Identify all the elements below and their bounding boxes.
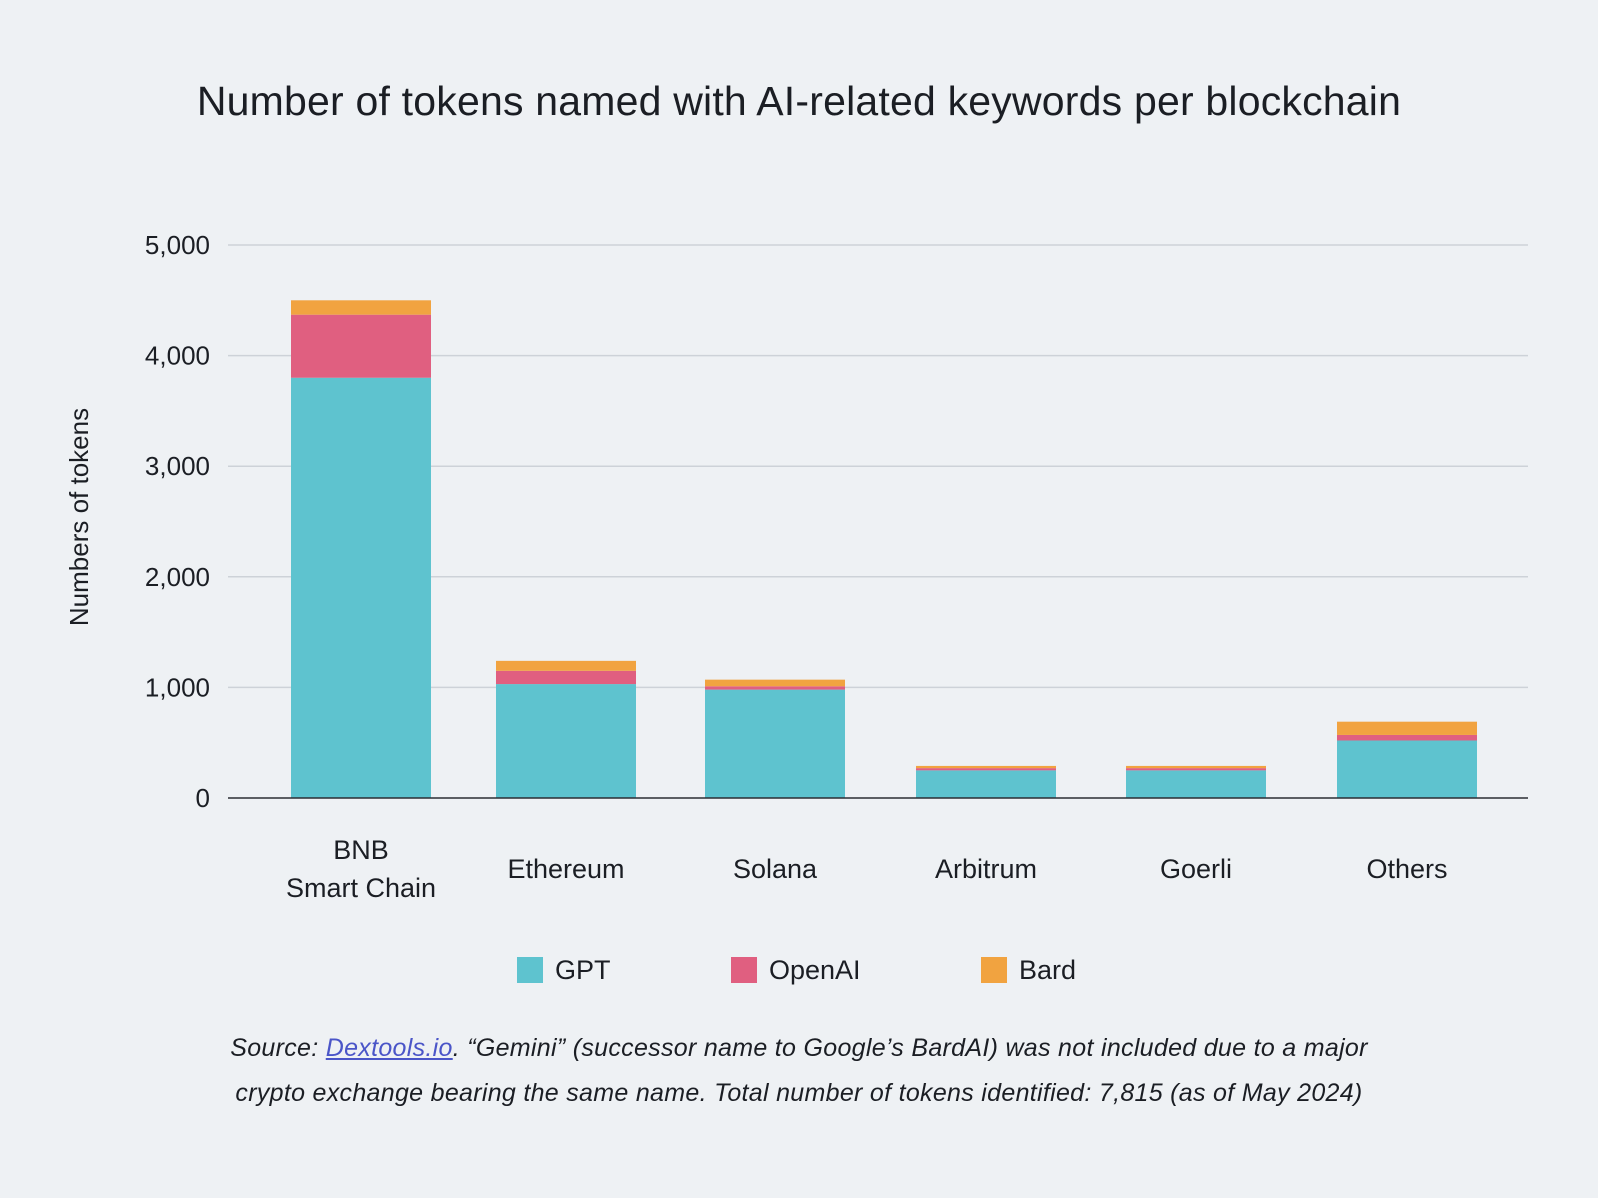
legend-label-bard: Bard bbox=[1019, 954, 1077, 985]
bar-openai-goerli bbox=[1126, 768, 1266, 771]
legend-swatch-openai bbox=[731, 957, 757, 983]
legend-swatch-gpt bbox=[517, 957, 543, 983]
legend-label-gpt: GPT bbox=[555, 954, 611, 985]
source-note: Source: Dextools.io. “Gemini” (successor… bbox=[0, 1026, 1598, 1116]
legend-swatch-bard bbox=[981, 957, 1007, 983]
y-tick-label: 4,000 bbox=[145, 341, 210, 371]
bar-bard-bnb-smart-chain bbox=[291, 300, 431, 315]
bar-openai-arbitrum bbox=[916, 768, 1056, 771]
bar-gpt-arbitrum bbox=[916, 770, 1056, 798]
source-line-1: Source: Dextools.io. “Gemini” (successor… bbox=[0, 1026, 1598, 1071]
bar-bard-goerli bbox=[1126, 765, 1266, 769]
bar-chart: 0 1,000 2,000 3,000 4,000 5,000 BNB Smart Chain… bbox=[64, 230, 1528, 903]
bars bbox=[291, 300, 1477, 798]
axes: 0 1,000 2,000 3,000 4,000 5,000 BNB Smart Chain… bbox=[145, 230, 1528, 903]
bar-openai-solana bbox=[705, 686, 845, 690]
bar-bard-others bbox=[1337, 721, 1477, 735]
legend-item-bard: Bard bbox=[981, 950, 1076, 990]
gridlines bbox=[228, 244, 1528, 689]
y-axis-label: Numbers of tokens bbox=[64, 408, 94, 626]
bar-gpt-ethereum bbox=[496, 684, 636, 798]
y-tick-label: 1,000 bbox=[145, 672, 210, 702]
y-tick-label: 2,000 bbox=[145, 562, 210, 592]
x-tick-label: Arbitrum bbox=[935, 854, 1037, 884]
source-line-2: crypto exchange bearing the same name. T… bbox=[235, 1079, 1363, 1107]
legend-item-gpt: GPT bbox=[517, 950, 611, 990]
legend-item-openai: OpenAI bbox=[731, 950, 861, 990]
source-prefix: Source: bbox=[230, 1034, 326, 1062]
source-line-1-rest: . “Gemini” (successor name to Google’s B… bbox=[452, 1034, 1368, 1062]
y-tick-label: 5,000 bbox=[145, 230, 210, 260]
bar-gpt-solana bbox=[705, 689, 845, 798]
legend-label-openai: OpenAI bbox=[769, 954, 861, 985]
bar-openai-bnb-smart-chain bbox=[291, 314, 431, 378]
chart-title: Number of tokens named with AI-related k… bbox=[196, 78, 1402, 124]
x-tick-label: Ethereum bbox=[507, 854, 624, 884]
bar-gpt-bnb-smart-chain bbox=[291, 377, 431, 798]
bar-gpt-goerli bbox=[1126, 770, 1266, 798]
bar-bard-solana bbox=[705, 679, 845, 687]
x-tick-label: Others bbox=[1366, 854, 1447, 884]
y-tick-label: 0 bbox=[196, 783, 210, 813]
y-tick-label: 3,000 bbox=[145, 451, 210, 481]
dextools-link[interactable]: Dextools.io bbox=[325, 1034, 453, 1062]
bar-bard-ethereum bbox=[496, 660, 636, 671]
bar-bard-arbitrum bbox=[916, 765, 1056, 769]
legend: GPT OpenAI Bard bbox=[0, 950, 1598, 990]
x-tick-label: Solana bbox=[733, 854, 818, 884]
bar-openai-others bbox=[1337, 734, 1477, 741]
bar-gpt-others bbox=[1337, 740, 1477, 798]
bar-openai-ethereum bbox=[496, 670, 636, 685]
x-tick-label: BNB Smart Chain bbox=[286, 835, 436, 903]
x-tick-label: Goerli bbox=[1160, 854, 1232, 884]
